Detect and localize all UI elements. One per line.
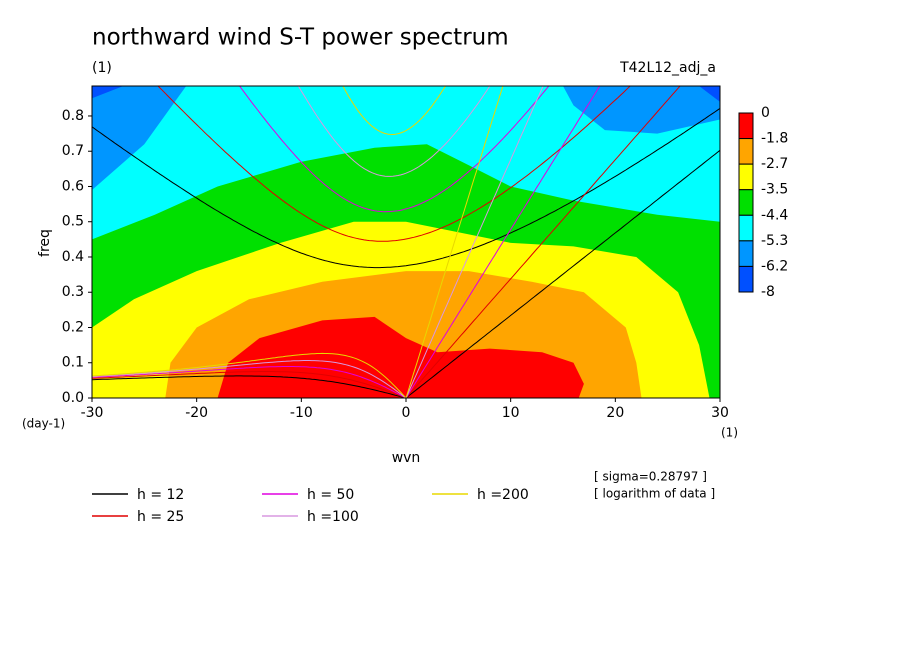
dispersion-curve xyxy=(238,86,550,213)
dispersion-curve xyxy=(157,86,631,242)
y-tick-label: 0.1 xyxy=(62,355,84,371)
colorbar-swatch xyxy=(738,240,754,267)
colorbar-label: -8 xyxy=(761,284,775,300)
y-tick-label: 0.6 xyxy=(62,178,84,194)
y-tick-label: 0.5 xyxy=(62,214,84,230)
plot-area xyxy=(92,86,720,398)
dispersion-curve xyxy=(92,352,407,398)
colorbar-label: -6.2 xyxy=(761,258,788,274)
dispersion-curve xyxy=(342,86,447,136)
chart-subtitle: (1) xyxy=(92,60,112,76)
note: [ sigma=0.28797 ] xyxy=(594,470,707,484)
colorbar-swatch xyxy=(738,265,754,293)
x-tick-label: -30 xyxy=(81,405,104,421)
y-unit: (day-1) xyxy=(22,417,65,431)
contour-region xyxy=(217,316,584,398)
x-tick-label: 30 xyxy=(711,405,729,421)
y-axis-label: freq xyxy=(37,229,53,257)
overlay: 0.0 0.1 0.2 0.3 0.4 0.5 0.6 0.7 0.8 -30 -20 -10 0 10 2… xyxy=(62,85,788,525)
legend-label: h =100 xyxy=(307,509,359,525)
legend-label: h = 12 xyxy=(137,487,184,503)
dispersion-curve xyxy=(92,360,407,398)
x-tick-label: 20 xyxy=(606,405,624,421)
colorbar-swatch xyxy=(738,189,754,216)
legend-label: h =200 xyxy=(477,487,529,503)
colorbar-label: -4.4 xyxy=(761,207,788,223)
dispersion-curve xyxy=(405,86,544,398)
x-tick-label: 10 xyxy=(502,405,520,421)
dispersion-curve xyxy=(405,86,681,398)
dispersion-curve xyxy=(92,371,407,398)
y-tick-label: 0.7 xyxy=(62,143,84,159)
x-tick-label: -10 xyxy=(290,405,313,421)
dispersion-curve xyxy=(92,366,407,398)
colorbar-label: -1.8 xyxy=(761,131,788,147)
dispersion-curve xyxy=(297,86,491,177)
y-tick-label: 0.3 xyxy=(62,284,84,300)
x-unit: (1) xyxy=(721,426,738,440)
y-tick-label: 0.0 xyxy=(62,390,84,406)
colorbar-swatch xyxy=(738,138,754,165)
x-axis-label: wvn xyxy=(392,450,421,466)
y-tick-label: 0.4 xyxy=(62,249,84,265)
colorbar-label: -5.3 xyxy=(761,233,788,249)
colorbar-swatch xyxy=(738,112,754,140)
colorbar-label: 0 xyxy=(761,105,770,121)
dispersion-curve xyxy=(405,149,720,398)
dispersion-curve xyxy=(405,86,601,398)
run-label: T42L12_adj_a xyxy=(619,60,716,76)
colorbar-swatch xyxy=(738,214,754,242)
y-tick-label: 0.8 xyxy=(62,108,84,124)
y-tick-label: 0.2 xyxy=(62,319,84,335)
x-tick-label: 0 xyxy=(402,405,411,421)
colorbar-label: -3.5 xyxy=(761,182,788,198)
dispersion-curve xyxy=(405,86,504,398)
legend-label: h = 50 xyxy=(307,487,354,503)
colorbar-swatch xyxy=(738,163,754,191)
chart-title: northward wind S-T power spectrum xyxy=(92,25,509,51)
x-tick-label: -20 xyxy=(185,405,208,421)
colorbar-label: -2.7 xyxy=(761,156,788,172)
dispersion-curve xyxy=(92,107,720,269)
dispersion-curve xyxy=(92,375,407,398)
note: [ logarithm of data ] xyxy=(594,487,715,501)
legend-label: h = 25 xyxy=(137,509,184,525)
